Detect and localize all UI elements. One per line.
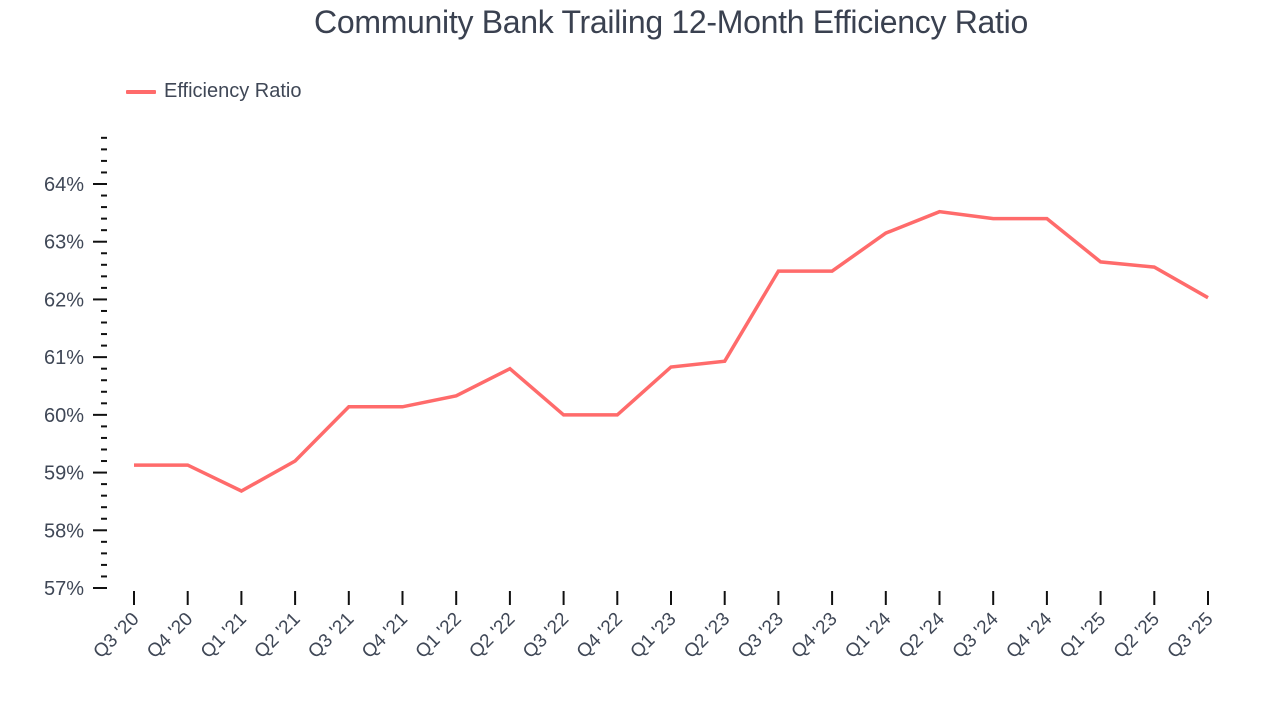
y-tick-label: 57% (44, 578, 84, 600)
x-tick-label: Q3 '23 (734, 609, 788, 663)
y-tick-label: 62% (44, 289, 84, 311)
x-tick-label: Q2 '23 (680, 609, 734, 663)
y-tick-label: 64% (44, 174, 84, 196)
x-tick-label: Q1 '22 (412, 609, 466, 663)
y-tick-label: 59% (44, 463, 84, 485)
y-tick-label: 58% (44, 520, 84, 542)
x-tick-label: Q4 '20 (143, 609, 197, 663)
series-line-efficiency-ratio (134, 209, 1209, 493)
y-tick-label: 63% (44, 232, 84, 254)
x-tick-label: Q2 '25 (1110, 609, 1164, 663)
y-tick-label: 60% (44, 405, 84, 427)
x-tick-label: Q3 '25 (1164, 609, 1218, 663)
x-tick-label: Q2 '21 (251, 609, 305, 663)
x-tick-label: Q1 '24 (841, 608, 895, 662)
x-tick-label: Q4 '23 (788, 609, 842, 663)
y-tick-label: 61% (44, 347, 84, 369)
x-tick-label: Q3 '20 (90, 609, 144, 663)
legend-line-swatch-icon (126, 89, 156, 94)
x-tick-label: Q1 '21 (197, 609, 251, 663)
chart-title: Community Bank Trailing 12-Month Efficie… (314, 4, 1028, 40)
x-tick-label: Q2 '24 (895, 608, 949, 662)
x-tick-label: Q3 '21 (304, 609, 358, 663)
x-tick-label: Q4 '22 (573, 609, 627, 663)
legend: Efficiency Ratio (126, 80, 301, 103)
x-tick-label: Q4 '24 (1002, 608, 1056, 662)
x-tick-label: Q2 '22 (465, 609, 519, 663)
x-tick-label: Q1 '23 (627, 609, 681, 663)
x-tick-label: Q1 '25 (1056, 609, 1110, 663)
x-axis: Q3 '20 Q4 '20 Q1 '21 Q2 '21 Q3 '21 Q4 '21 Q1 '… (90, 591, 1218, 663)
legend-label: Efficiency Ratio (164, 80, 302, 102)
y-axis: 57% 58% 59% 60% 61% 62% 63% 64% (44, 136, 107, 600)
x-tick-label: Q3 '24 (949, 608, 1003, 662)
x-tick-label: Q4 '21 (358, 609, 412, 663)
x-tick-label: Q3 '22 (519, 609, 573, 663)
